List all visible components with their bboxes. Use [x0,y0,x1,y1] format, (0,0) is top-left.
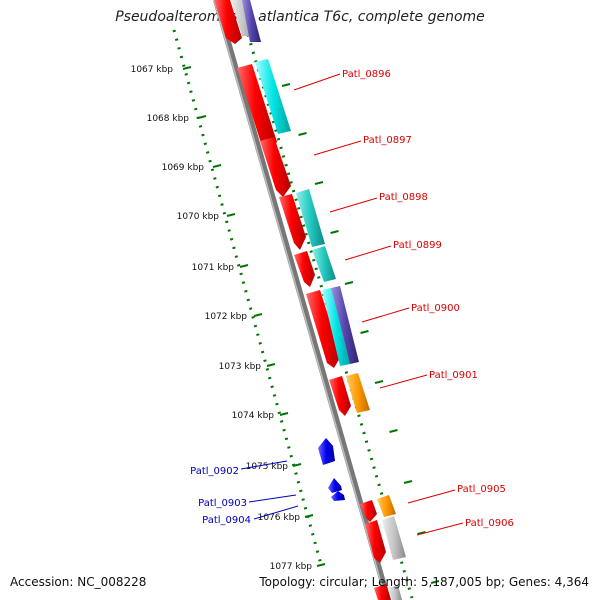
gene-patl-0901[interactable] [329,376,351,416]
ruler-tick-right-5 [360,330,369,334]
ruler-label-1074: 1074 kbp [232,411,275,421]
ruler-tick-left-2 [212,164,222,168]
gene-patl-0896[interactable] [237,64,277,153]
ruler-tick-left-1 [197,115,207,119]
leader-0903 [248,494,297,503]
cog-box-0901 [346,373,370,413]
leader-0899 [344,245,392,261]
cog-box-partial-purple [242,0,261,42]
accession-label: Accession: NC_008228 [10,575,147,589]
gene-patl-0898[interactable] [279,194,306,250]
ruler-label-1073: 1073 kbp [219,362,262,372]
ruler-tick-right-10 [430,580,440,584]
reverse-gene-labels: Patl_0902 Patl_0903 Patl_0904 [190,466,251,526]
ruler-tick-left-3 [226,213,236,217]
leader-0896 [293,73,341,91]
cog-box-0906 [382,516,406,560]
gene-patl-0905[interactable] [360,500,377,522]
gene-label-0906[interactable]: Patl_0906 [465,518,514,529]
map-title: Pseudoalteromonas atlantica T6c, complet… [115,9,485,25]
ruler-tick-right-8 [403,480,413,484]
cog-box-0900-cyan [322,288,350,366]
leader-0902 [240,460,288,470]
gene-label-0905[interactable]: Patl_0905 [457,484,506,495]
ruler-label-1070: 1070 kbp [177,212,220,222]
gene-patl-0899[interactable] [294,251,315,287]
ruler-labels: 1067 kbp 1068 kbp 1069 kbp 1070 kbp 1071… [131,65,313,572]
leader-0898 [329,197,378,213]
gene-patl-0902[interactable] [318,438,335,465]
gene-label-0904[interactable]: Patl_0904 [202,515,251,526]
ruler-ticks [182,66,440,584]
cog-box-0900-purple [331,286,359,364]
genome-backbone-highlight [213,0,387,600]
gene-patl-0900[interactable] [306,290,341,368]
ruler-tick-left-7 [279,412,289,416]
ruler-tick-right-3 [330,230,339,234]
gene-label-0900[interactable]: Patl_0900 [411,303,460,314]
gene-label-0897[interactable]: Patl_0897 [363,135,412,146]
cog-box-0899 [312,246,336,282]
ruler-label-1075: 1075 kbp [246,462,289,472]
ruler-label-1071: 1071 kbp [192,263,235,273]
gene-label-0898[interactable]: Patl_0898 [379,192,428,203]
gene-patl-0904[interactable] [331,491,345,501]
gene-patl-0906[interactable] [365,520,386,563]
ruler-tick-left-10 [316,563,326,567]
cog-box-0896 [255,59,291,134]
gene-label-0902[interactable]: Patl_0902 [190,466,239,477]
gene-patl-0897[interactable] [260,137,291,197]
gene-label-0896[interactable]: Patl_0896 [342,69,391,80]
ruler-tick-right-4 [344,281,354,285]
leader-0906 [416,522,464,536]
ruler-label-1068: 1068 kbp [147,114,190,124]
genome-backbone [213,0,391,600]
ruler-tick-right-7 [389,429,398,433]
forward-gene-labels: Patl_0896 Patl_0897 Patl_0898 Patl_0899 … [342,69,514,529]
leader-0901 [379,374,428,389]
ruler-label-1072: 1072 kbp [205,312,248,322]
ruler-label-1076: 1076 kbp [258,513,301,523]
ruler-tick-right-2 [314,181,324,185]
cog-box-0905 [377,495,396,517]
ruler-tick-left-9 [304,514,314,518]
gene-partial-forward[interactable] [214,0,242,44]
ruler-tick-left-8 [292,463,302,467]
ruler-tick-left-0 [182,66,192,70]
leader-0900 [361,307,410,323]
genome-summary: Topology: circular; Length: 5,187,005 bp… [259,575,589,589]
ruler-tick-right-1 [298,132,307,136]
gene-label-0899[interactable]: Patl_0899 [393,240,442,251]
ruler-tick-right-0 [281,83,291,87]
forward-label-leaders [293,73,464,536]
ruler-tick-left-6 [266,363,276,367]
ruler-label-1067: 1067 kbp [131,65,174,75]
cog-box-partial-bottom [388,585,402,600]
gene-patl-0903[interactable] [328,478,342,493]
reverse-label-leaders [240,460,299,520]
gene-partial-bottom[interactable] [374,584,391,600]
leader-0904 [253,505,299,520]
cog-box-0898 [296,189,325,247]
ruler-label-1069: 1069 kbp [162,163,205,173]
ruler-tick-left-4 [239,264,249,268]
ruler-tick-right-6 [374,380,384,384]
gene-label-0901[interactable]: Patl_0901 [429,370,478,381]
ruler-tick-left-5 [253,313,263,317]
ruler-label-1077: 1077 kbp [270,562,313,572]
leader-0905 [407,489,456,504]
ruler-tick-right-9 [417,531,426,535]
leader-0897 [313,140,362,156]
gene-label-0903[interactable]: Patl_0903 [198,498,247,509]
